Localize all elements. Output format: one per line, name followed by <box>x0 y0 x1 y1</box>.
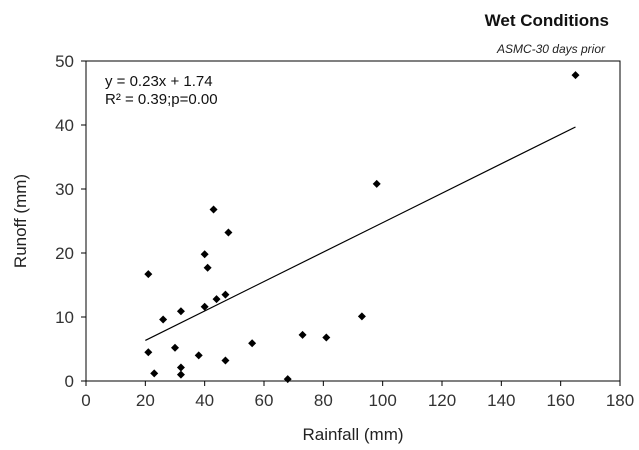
data-point <box>221 290 230 299</box>
data-point <box>209 205 218 214</box>
y-tick-label: 40 <box>55 116 74 135</box>
trendline <box>145 126 576 341</box>
y-tick-label: 20 <box>55 244 74 263</box>
data-point <box>144 270 153 279</box>
x-tick-label: 80 <box>314 391 333 410</box>
data-point <box>221 356 230 365</box>
y-axis: 0 10 20 30 40 50 <box>55 52 86 391</box>
data-point <box>159 315 168 324</box>
x-tick-label: 180 <box>606 391 634 410</box>
x-axis-title: Rainfall (mm) <box>302 425 403 444</box>
regression-stats: R² = 0.39;p=0.00 <box>105 91 218 108</box>
data-point <box>176 370 185 379</box>
y-tick-label: 0 <box>65 372 74 391</box>
chart-title: Wet Conditions <box>485 11 609 30</box>
data-point <box>203 263 212 272</box>
x-axis: 0 20 40 60 80 100 120 140 160 180 <box>81 381 634 410</box>
y-tick-label: 50 <box>55 52 74 71</box>
data-point <box>298 330 307 339</box>
data-point <box>224 228 233 237</box>
data-point <box>176 307 185 316</box>
chart-subtitle: ASMC-30 days prior <box>496 42 606 56</box>
y-axis-title: Runoff (mm) <box>11 174 30 268</box>
data-point <box>176 363 185 372</box>
data-points <box>144 71 580 384</box>
plot-frame <box>85 60 621 382</box>
data-point <box>571 71 580 80</box>
x-tick-label: 140 <box>487 391 515 410</box>
x-tick-label: 20 <box>136 391 155 410</box>
x-tick-label: 40 <box>195 391 214 410</box>
data-point <box>372 179 381 188</box>
y-tick-label: 30 <box>55 180 74 199</box>
data-point <box>200 302 209 311</box>
data-point <box>322 333 331 342</box>
y-tick-label: 10 <box>55 308 74 327</box>
regression-equation: y = 0.23x + 1.74 <box>105 73 213 90</box>
x-tick-label: 60 <box>255 391 274 410</box>
data-point <box>194 351 203 360</box>
data-point <box>212 295 221 304</box>
data-point <box>144 348 153 357</box>
data-point <box>150 369 159 378</box>
x-tick-label: 0 <box>81 391 90 410</box>
x-tick-label: 160 <box>546 391 574 410</box>
x-tick-label: 100 <box>368 391 396 410</box>
data-point <box>283 375 292 384</box>
data-point <box>248 339 257 348</box>
data-point <box>171 343 179 352</box>
x-tick-label: 120 <box>428 391 456 410</box>
data-point <box>357 312 366 321</box>
data-point <box>200 250 209 259</box>
